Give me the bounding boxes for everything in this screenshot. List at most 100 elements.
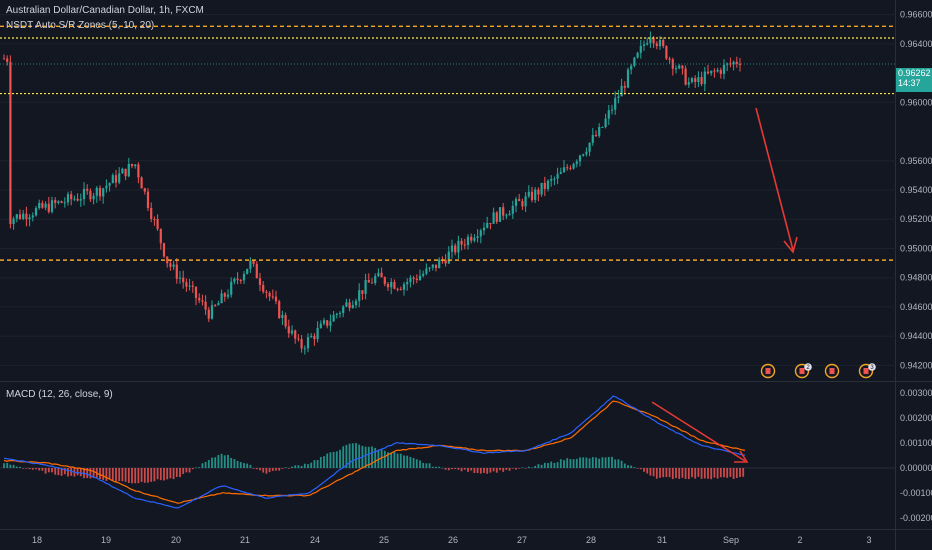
time-tick-1: 19 xyxy=(101,535,111,545)
candle-body xyxy=(278,301,281,319)
candle-body xyxy=(294,330,297,339)
candle-body xyxy=(73,198,76,200)
macd-bar xyxy=(659,468,661,478)
candle-body xyxy=(703,71,706,85)
macd-bar xyxy=(428,463,431,468)
candle-body xyxy=(111,175,114,184)
macd-bar xyxy=(159,468,162,481)
time-tick-3: 21 xyxy=(240,535,250,545)
candle-body xyxy=(473,237,476,241)
macd-bar xyxy=(300,465,303,468)
macd-bar xyxy=(678,468,681,479)
candle-body xyxy=(329,321,332,326)
macd-bar xyxy=(233,459,236,468)
macd-bar xyxy=(691,468,693,478)
macd-bar xyxy=(175,468,178,477)
candle-body xyxy=(630,65,633,70)
candle-body xyxy=(249,260,252,269)
macd-bar xyxy=(249,464,252,468)
candle-body xyxy=(44,203,47,208)
candle-body xyxy=(153,218,156,220)
candle-body xyxy=(98,187,102,197)
candle-body xyxy=(60,201,63,203)
macd-bar xyxy=(415,459,418,468)
candle-body xyxy=(732,61,735,65)
macd-bar xyxy=(668,468,671,478)
candle-body xyxy=(620,85,623,97)
macd-bar xyxy=(374,447,377,468)
candle-body xyxy=(12,218,15,225)
macd-tick-0: 0.00300 xyxy=(900,388,932,398)
macd-bar xyxy=(739,468,741,478)
macd-bar xyxy=(105,468,108,481)
candle-body xyxy=(425,268,428,274)
macd-bar xyxy=(671,468,674,480)
macd-bar xyxy=(502,468,505,472)
macd-bar xyxy=(499,468,501,471)
candle-body xyxy=(258,278,262,285)
candle-body xyxy=(422,273,425,276)
candle-body xyxy=(639,45,642,53)
candle-body xyxy=(76,198,79,201)
macd-bar xyxy=(534,465,537,468)
countdown-value: 14:37 xyxy=(898,78,921,88)
candle-body xyxy=(524,196,527,207)
price-tick-4: 0.95400 xyxy=(900,185,932,195)
signal-line xyxy=(3,400,746,504)
macd-bar xyxy=(339,449,341,468)
macd-bar xyxy=(732,468,735,479)
candle-body xyxy=(316,328,319,340)
macd-bar xyxy=(662,468,665,478)
candle-body xyxy=(578,155,582,162)
candle-body xyxy=(370,282,374,284)
time-tick-2: 20 xyxy=(171,535,181,545)
price-tick-5: 0.95200 xyxy=(900,214,932,224)
candle-body xyxy=(156,218,159,229)
candle-body xyxy=(636,52,639,58)
candle-body xyxy=(716,69,719,72)
macd-bar xyxy=(303,463,306,468)
macd-bar xyxy=(441,467,444,469)
macd-bar xyxy=(63,468,66,475)
candle-body xyxy=(489,222,492,224)
macd-bar xyxy=(611,456,613,468)
candle-body xyxy=(380,272,383,278)
macd-bar xyxy=(607,456,610,468)
macd-bar xyxy=(425,463,428,468)
macd-bar xyxy=(166,468,169,480)
macd-bar xyxy=(307,464,309,468)
candle-body xyxy=(594,134,598,136)
macd-bar xyxy=(255,468,258,470)
price-tick-9: 0.94400 xyxy=(900,331,932,341)
time-tick-5: 25 xyxy=(379,535,389,545)
candle-body xyxy=(409,277,412,283)
candle-body xyxy=(348,302,351,309)
macd-bar xyxy=(60,468,63,476)
time-tick-8: 28 xyxy=(586,535,596,545)
macd-bar xyxy=(505,468,508,470)
macd-bar xyxy=(220,453,223,468)
macd-bar xyxy=(431,466,434,468)
macd-bar xyxy=(195,467,197,469)
candle-body xyxy=(159,228,162,244)
candle-body xyxy=(444,259,447,264)
candle-body xyxy=(463,244,466,246)
macd-bar xyxy=(479,468,482,474)
candle-body xyxy=(428,267,431,269)
macd-bar xyxy=(278,468,281,471)
indicator-label: NSDT Auto S/R Zones (5, 10, 20) xyxy=(6,20,155,31)
candle-body xyxy=(297,338,300,340)
candle-body xyxy=(150,207,153,219)
candle-body xyxy=(466,236,470,246)
candle-body xyxy=(681,65,684,69)
macd-bar xyxy=(239,462,242,468)
macd-bar xyxy=(284,467,287,468)
candle-body xyxy=(108,183,111,186)
event-count: 3 xyxy=(870,365,874,371)
candle-body xyxy=(274,296,278,302)
candle-body xyxy=(345,302,348,307)
time-tick-0: 18 xyxy=(32,535,42,545)
candle-body xyxy=(63,202,66,204)
macd-bar xyxy=(575,458,578,468)
